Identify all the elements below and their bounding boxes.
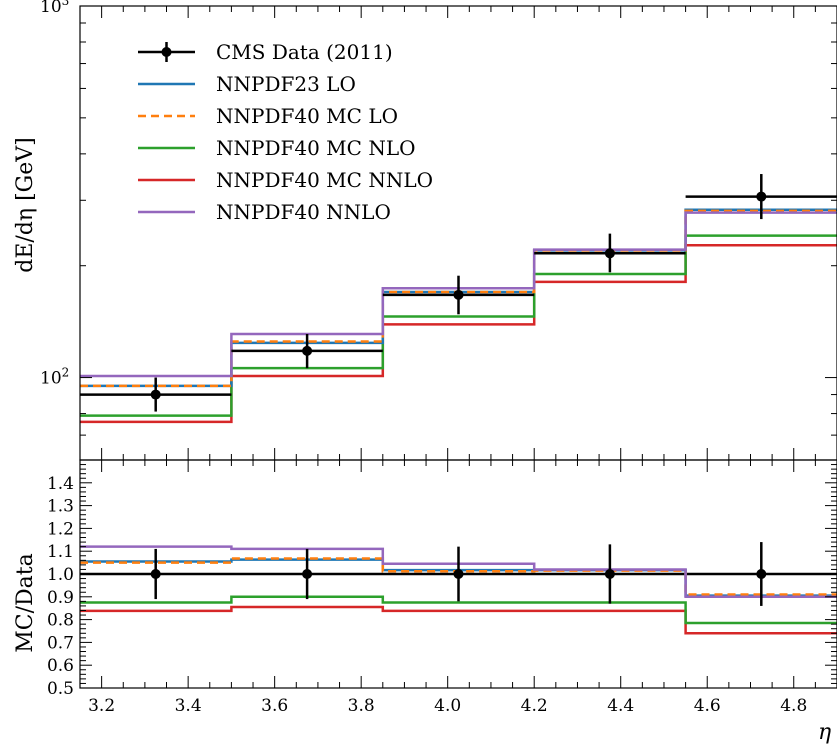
ratio-ytick-label: 0.8 (47, 611, 74, 631)
ratio-ytick-label: 1.0 (47, 565, 74, 585)
ratio-series-line-3 (80, 605, 837, 635)
data-point-4 (756, 191, 767, 202)
ratio-panel: 0.5 0.6 0.70.8 0.9 1.0 1.1 1.21.3 1.4 3.2 3.4 3.6 3… (47, 459, 837, 716)
main-y-axis-label: dE/dη [GeV] (13, 137, 38, 272)
ratio-point-2 (453, 569, 464, 579)
main-ytick-label: 103 (40, 0, 69, 17)
ratio-ytick-label: 1.1 (47, 542, 74, 562)
ratio-ytick-label: 0.6 (47, 656, 74, 676)
ratio-ytick-label: 1.4 (47, 474, 74, 494)
x-tick-label: 3.2 (88, 696, 115, 716)
main-ytick-exponent: 2 (62, 366, 70, 380)
ratio-series-line-2 (80, 595, 837, 625)
x-tick-label: 4.4 (607, 696, 634, 716)
x-tick-label: 4.6 (694, 696, 721, 716)
main-ytick-exponent: 3 (62, 0, 70, 8)
data-point-2 (453, 289, 464, 300)
ratio-point-0 (150, 569, 161, 579)
ratio-ytick-label: 0.9 (47, 588, 74, 608)
x-tick-label: 3.8 (348, 696, 375, 716)
legend-label-3: NNPDF40 MC NNLO (216, 168, 433, 192)
data-point-3 (604, 248, 615, 259)
ratio-ytick-label: 1.2 (47, 519, 74, 539)
ratio-ytick-label: 1.3 (47, 497, 74, 517)
ratio-y-axis-label: MC/Data (13, 553, 38, 652)
x-tick-label: 4.8 (780, 696, 807, 716)
main-frame (79, 5, 837, 461)
legend-label-1: NNPDF40 MC LO (216, 104, 398, 128)
ratio-point-3 (604, 569, 615, 579)
x-tick-label: 4.0 (434, 696, 461, 716)
legend-label-2: NNPDF40 MC NLO (216, 136, 416, 160)
ratio-point-1 (302, 569, 313, 579)
legend-label-0: NNPDF23 LO (216, 72, 356, 96)
ratio-point-4 (756, 569, 767, 579)
main-series-line-2 (80, 234, 837, 417)
legend-label-4: NNPDF40 NNLO (216, 200, 391, 224)
main-ytick-label: 102 (40, 366, 69, 389)
legend-data-marker (161, 47, 172, 57)
x-tick-label: 3.4 (175, 696, 202, 716)
main-series-group (80, 208, 837, 424)
x-axis-label: η (818, 720, 831, 745)
data-point-0 (150, 389, 161, 400)
legend-label-data: CMS Data (2011) (216, 40, 393, 64)
legend: CMS Data (2011) NNPDF23 LO NNPDF40 MC LO NN… (138, 40, 433, 224)
ratio-ytick-label: 0.7 (47, 633, 74, 653)
ratio-ytick-label: 0.5 (47, 679, 74, 699)
x-tick-label: 3.6 (261, 696, 288, 716)
data-point-1 (302, 345, 313, 356)
x-tick-label: 4.2 (521, 696, 548, 716)
main-panel: 103 102 (40, 0, 837, 461)
